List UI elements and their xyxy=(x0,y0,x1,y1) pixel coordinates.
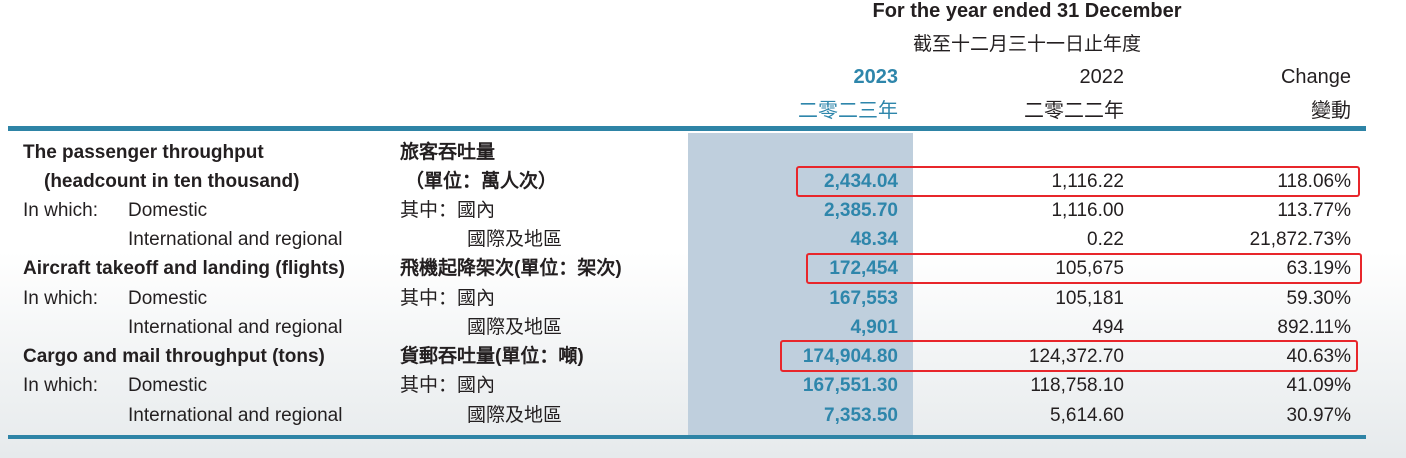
value-change: 40.63% xyxy=(1286,346,1351,367)
row-prefix: In which: xyxy=(23,375,98,396)
value-2022: 1,116.00 xyxy=(1051,200,1124,221)
value-2023: 172,454 xyxy=(829,258,898,279)
value-2023: 7,353.50 xyxy=(824,405,898,426)
value-2023: 167,553 xyxy=(829,288,898,309)
value-2023: 2,385.70 xyxy=(824,200,898,221)
col-header-change: Change xyxy=(1280,66,1351,88)
highlight-box-aircraft xyxy=(806,253,1362,284)
value-change: 41.09% xyxy=(1286,375,1351,396)
table-row: (headcount in ten thousand) （單位：萬人次） 2,4… xyxy=(0,167,1406,196)
row-label: International and regional xyxy=(128,317,343,338)
highlight-box-passenger xyxy=(796,166,1360,197)
value-2022: 118,758.10 xyxy=(1030,375,1124,396)
value-2023: 2,434.04 xyxy=(824,171,898,192)
highlight-column-2023 xyxy=(688,133,913,437)
value-2023: 174,904.80 xyxy=(802,346,898,367)
row-label: Domestic xyxy=(128,288,208,309)
value-2022: 105,675 xyxy=(1055,258,1124,279)
table-row: In which: Domestic 其中：國內 167,553 105,181… xyxy=(0,284,1406,313)
row-prefix: In which: xyxy=(23,288,98,309)
row-label: Domestic xyxy=(128,200,208,221)
row-label: International and regional xyxy=(128,229,343,250)
highlight-box-cargo xyxy=(780,340,1358,372)
row-label-zh: 貨郵吞吐量(單位：噸) xyxy=(400,346,584,367)
row-label: Domestic xyxy=(128,375,208,396)
table-row: Aircraft takeoff and landing (flights) 飛… xyxy=(0,254,1406,283)
row-label-zh: 飛機起降架次(單位：架次) xyxy=(400,258,622,279)
table-row: International and regional 國際及地區 4,901 4… xyxy=(0,313,1406,342)
value-2022: 494 xyxy=(1092,317,1124,338)
value-change: 21,872.73% xyxy=(1249,229,1351,250)
col-header-2022: 2022 xyxy=(1079,66,1125,88)
table-row: The passenger throughput 旅客吞吐量 xyxy=(0,138,1406,167)
row-prefix: In which: xyxy=(23,200,98,221)
value-change: 892.11% xyxy=(1277,317,1351,338)
row-label: The passenger throughput xyxy=(23,142,264,163)
top-rule xyxy=(8,126,1366,131)
row-label-zh: 國際及地區 xyxy=(467,317,563,338)
value-2023: 167,551.30 xyxy=(802,375,898,396)
col-header-2023-zh: 二零二三年 xyxy=(798,100,898,122)
table-row: International and regional 國際及地區 48.34 0… xyxy=(0,225,1406,254)
period-title-zh: 截至十二月三十一日止年度 xyxy=(912,34,1141,55)
row-label-zh: 旅客吞吐量 xyxy=(400,142,496,163)
table-row: Cargo and mail throughput (tons) 貨郵吞吐量(單… xyxy=(0,342,1406,371)
row-label-zh: 其中：國內 xyxy=(400,375,496,396)
row-label: (headcount in ten thousand) xyxy=(44,171,300,192)
value-2023: 48.34 xyxy=(850,229,898,250)
bottom-rule xyxy=(8,435,1366,439)
value-change: 113.77% xyxy=(1277,200,1351,221)
value-2022: 124,372.70 xyxy=(1028,346,1124,367)
row-label: International and regional xyxy=(128,405,343,426)
col-header-2022-zh: 二零二二年 xyxy=(1024,100,1124,122)
table-row: In which: Domestic 其中：國內 167,551.30 118,… xyxy=(0,371,1406,400)
row-label: Cargo and mail throughput (tons) xyxy=(23,346,325,367)
value-2022: 105,181 xyxy=(1055,288,1124,309)
value-2022: 5,614.60 xyxy=(1050,405,1124,426)
value-2022: 1,116.22 xyxy=(1051,171,1124,192)
col-header-2023: 2023 xyxy=(853,66,899,88)
col-header-change-zh: 變動 xyxy=(1311,100,1351,122)
row-label-zh: 其中：國內 xyxy=(400,288,496,309)
row-label-zh: （單位：萬人次） xyxy=(405,171,558,192)
row-label-zh: 其中：國內 xyxy=(400,200,496,221)
value-2023: 4,901 xyxy=(850,317,898,338)
table-row: In which: Domestic 其中：國內 2,385.70 1,116.… xyxy=(0,196,1406,225)
row-label-zh: 國際及地區 xyxy=(467,229,563,250)
value-change: 63.19% xyxy=(1286,258,1351,279)
period-title: For the year ended 31 December xyxy=(872,0,1182,22)
row-label: Aircraft takeoff and landing (flights) xyxy=(23,258,345,279)
value-change: 59.30% xyxy=(1286,288,1351,309)
value-change: 30.97% xyxy=(1286,405,1351,426)
value-2022: 0.22 xyxy=(1087,229,1124,250)
row-label-zh: 國際及地區 xyxy=(467,405,563,426)
table-row: International and regional 國際及地區 7,353.5… xyxy=(0,401,1406,430)
value-change: 118.06% xyxy=(1277,171,1351,192)
